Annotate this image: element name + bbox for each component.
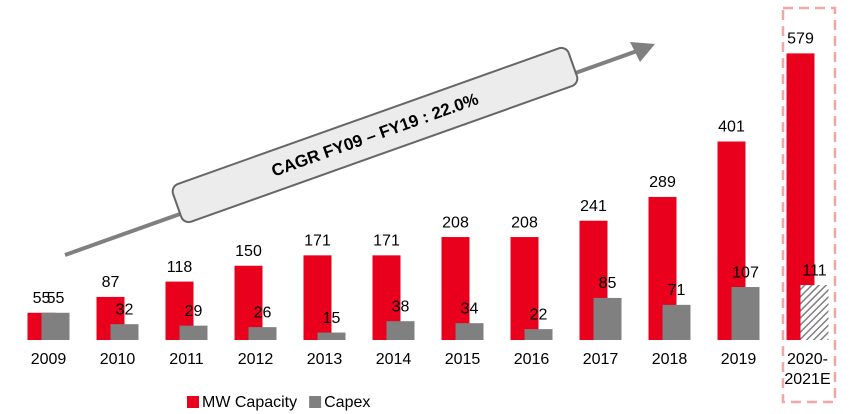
legend-label: Capex bbox=[324, 394, 370, 411]
x-tick-label: 2019 bbox=[720, 351, 757, 368]
x-tick-label: 2011 bbox=[169, 351, 204, 368]
value-label: 85 bbox=[599, 275, 617, 292]
bar bbox=[317, 332, 346, 340]
value-label: 241 bbox=[580, 198, 607, 215]
value-label: 55 bbox=[47, 290, 65, 307]
bar bbox=[41, 312, 70, 340]
value-label: 87 bbox=[102, 274, 120, 291]
annotation-box bbox=[171, 46, 579, 224]
highlight-box bbox=[781, 6, 837, 404]
bar bbox=[179, 325, 208, 340]
value-label: 208 bbox=[442, 214, 469, 231]
value-label: 15 bbox=[323, 310, 341, 327]
value-label: 34 bbox=[461, 300, 479, 317]
value-label: 171 bbox=[304, 233, 331, 250]
value-label: 55 bbox=[33, 290, 51, 307]
annotation-group: CAGR FY09 – FY19 : 22.0% bbox=[171, 46, 579, 224]
bar bbox=[593, 297, 622, 340]
annotation: CAGR FY09 – FY19 : 22.0% bbox=[269, 89, 481, 180]
legend-swatch bbox=[187, 396, 199, 408]
bar bbox=[800, 285, 829, 340]
value-label: 118 bbox=[167, 259, 193, 276]
bar bbox=[731, 287, 760, 340]
legend-label: MW Capacity bbox=[202, 394, 297, 411]
value-label: 401 bbox=[718, 119, 745, 136]
arrow-head bbox=[630, 42, 655, 62]
value-label: 107 bbox=[732, 264, 759, 281]
value-label: 26 bbox=[254, 304, 272, 321]
x-tick-label: 2015 bbox=[444, 351, 481, 368]
value-label: 38 bbox=[392, 298, 410, 315]
value-label: 111 bbox=[802, 262, 826, 279]
value-label: 289 bbox=[649, 174, 676, 191]
x-tick-label: 2020-2021E bbox=[784, 351, 831, 388]
bar bbox=[441, 237, 470, 340]
bar bbox=[510, 237, 539, 340]
bar bbox=[248, 327, 277, 340]
value-label: 32 bbox=[116, 301, 134, 318]
x-tick-label: 2009 bbox=[30, 351, 67, 368]
x-tick-label: 2013 bbox=[306, 351, 343, 368]
legend-swatch bbox=[309, 396, 322, 408]
x-tick-label: 2010 bbox=[99, 351, 136, 368]
bar bbox=[662, 304, 691, 340]
bar bbox=[303, 255, 332, 340]
bar bbox=[110, 324, 139, 340]
value-label: 208 bbox=[511, 214, 538, 231]
value-label: 29 bbox=[185, 303, 203, 320]
x-tick-label: 2017 bbox=[582, 351, 619, 368]
bar bbox=[455, 323, 484, 340]
x-tick-label: 2018 bbox=[651, 351, 688, 368]
value-label: 71 bbox=[668, 282, 686, 299]
value-label: 171 bbox=[373, 233, 400, 250]
value-label: 579 bbox=[787, 31, 814, 48]
value-label: 22 bbox=[530, 306, 548, 323]
x-tick-label: 2014 bbox=[375, 351, 412, 368]
bar bbox=[524, 329, 553, 340]
bar bbox=[386, 321, 415, 340]
x-tick-label: 2012 bbox=[237, 351, 274, 368]
value-label: 150 bbox=[235, 243, 262, 260]
x-tick-label: 2016 bbox=[513, 351, 550, 368]
